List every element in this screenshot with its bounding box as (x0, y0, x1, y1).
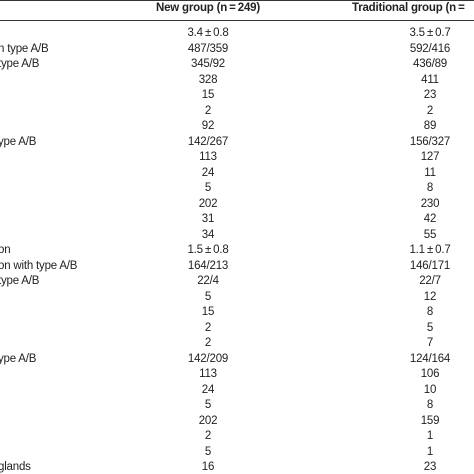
new-group-value: 92 (201, 120, 215, 132)
new-group-value: 34 (201, 228, 215, 241)
row-label: n type A/B (0, 42, 49, 55)
new-group-value: 15 (201, 89, 215, 101)
top-rule (0, 0, 474, 1)
traditional-group-value: 8 (426, 306, 434, 318)
new-group-value: 142/209 (187, 352, 229, 365)
traditional-group-value: 8 (426, 399, 434, 411)
traditional-group-value: 1.1 ± 0.7 (409, 244, 451, 256)
new-group-value: 2 (204, 104, 212, 117)
new-group-value: 16 (201, 461, 215, 473)
column-header: Traditional group (n = (352, 2, 465, 14)
traditional-group-value: 55 (423, 228, 437, 241)
traditional-group-value: 12 (423, 290, 437, 303)
traditional-group-value: 592/416 (409, 42, 451, 55)
new-group-value: 5 (204, 445, 212, 458)
new-group-value: 113 (199, 368, 217, 380)
row-label: ype A/B (0, 352, 37, 365)
new-group-value: 2 (204, 430, 212, 442)
new-group-value: 328 (198, 73, 218, 86)
new-group-value: 24 (201, 166, 215, 179)
traditional-group-value: 7 (426, 337, 434, 349)
new-group-value: 113 (199, 151, 217, 163)
traditional-group-value: 1 (426, 430, 434, 442)
traditional-group-value: 5 (426, 321, 434, 334)
column-header: New group (n = 249) (155, 2, 261, 14)
traditional-group-value: 411 (421, 73, 439, 86)
traditional-group-value: 8 (426, 182, 434, 194)
traditional-group-value: 3.5 ± 0.7 (409, 27, 451, 39)
traditional-group-value: 146/171 (409, 259, 451, 272)
traditional-group-value: 42 (423, 213, 437, 225)
row-label: type A/B (0, 275, 40, 287)
new-group-value: 164/213 (187, 259, 229, 272)
new-group-value: 345/92 (191, 58, 225, 70)
traditional-group-value: 1 (426, 445, 434, 458)
traditional-group-value: 23 (423, 89, 437, 101)
traditional-group-value: 106 (420, 368, 440, 380)
row-label: on (0, 244, 11, 256)
traditional-group-value: 23 (423, 461, 437, 473)
new-group-value: 24 (201, 383, 215, 396)
traditional-group-value: 230 (420, 197, 440, 210)
traditional-group-value: 22/7 (419, 275, 441, 287)
traditional-group-value: 159 (420, 414, 440, 427)
traditional-group-value: 10 (423, 383, 437, 396)
new-group-value: 5 (204, 399, 212, 411)
new-group-value: 202 (198, 197, 218, 210)
new-group-value: 202 (198, 414, 218, 427)
new-group-value: 2 (204, 337, 212, 349)
new-group-value: 142/267 (187, 135, 229, 148)
traditional-group-value: 436/89 (413, 58, 447, 70)
row-label: on with type A/B (0, 259, 78, 272)
new-group-value: 5 (204, 290, 212, 303)
traditional-group-value: 124/164 (409, 352, 451, 365)
row-label: type A/B (0, 58, 40, 70)
row-label: glands (0, 461, 31, 473)
new-group-value: 22/4 (197, 275, 219, 287)
traditional-group-value: 127 (420, 151, 440, 163)
new-group-value: 5 (204, 182, 212, 194)
new-group-value: 2 (204, 321, 212, 334)
new-group-value: 487/359 (187, 42, 229, 55)
header-rule (0, 20, 474, 21)
new-group-value: 31 (201, 213, 215, 225)
traditional-group-value: 156/327 (409, 135, 451, 148)
traditional-group-value: 2 (426, 104, 434, 117)
row-label: ype A/B (0, 135, 37, 148)
traditional-group-value: 89 (423, 120, 437, 132)
new-group-value: 3.4 ± 0.8 (187, 27, 229, 39)
new-group-value: 15 (201, 306, 215, 318)
new-group-value: 1.5 ± 0.8 (187, 244, 229, 256)
traditional-group-value: 11 (424, 166, 436, 179)
